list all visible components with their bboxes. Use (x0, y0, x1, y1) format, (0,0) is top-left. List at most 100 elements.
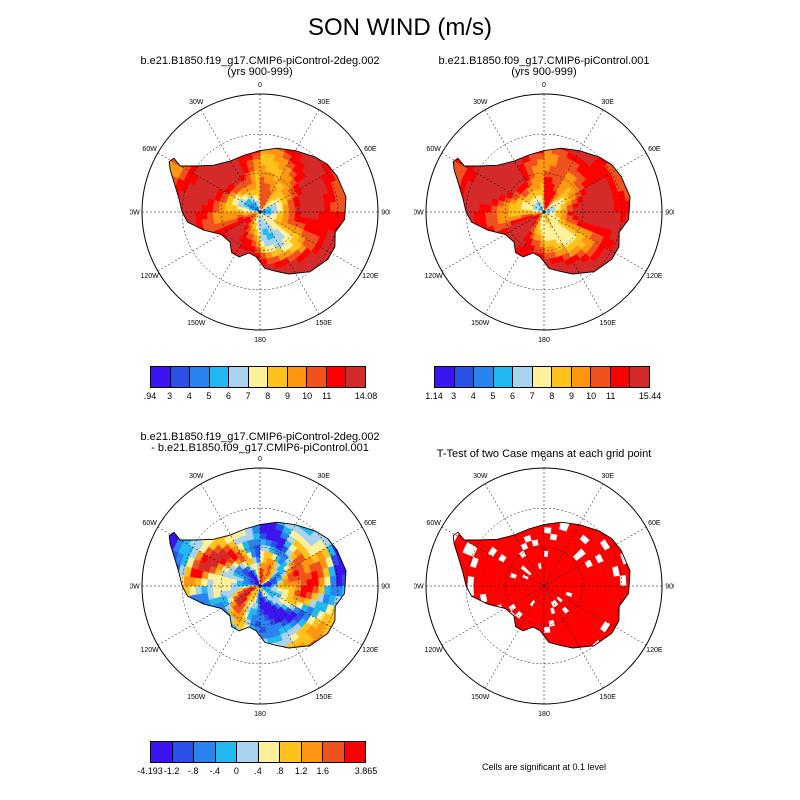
grid-cell (347, 610, 357, 624)
grid-cell (459, 646, 474, 648)
grid-cell (464, 148, 478, 155)
grid-cell (252, 152, 261, 160)
grid-cell (237, 260, 247, 270)
grid-cell (506, 619, 516, 629)
colorbar-swatch (493, 367, 514, 387)
grid-cell (216, 637, 228, 648)
grid-cell (497, 522, 509, 531)
grid-cell (230, 211, 237, 217)
grid-cell (476, 148, 491, 150)
grid-cell (552, 649, 562, 657)
grid-cell (477, 649, 490, 661)
grid-cell (544, 656, 554, 663)
longitude-label: 180 (538, 711, 550, 716)
grid-cell (573, 581, 580, 587)
grid-cell (536, 264, 545, 272)
grid-cell (188, 211, 196, 222)
grid-cell (317, 132, 330, 145)
longitude-label: 120W (140, 647, 159, 654)
grid-cell (438, 198, 445, 212)
grid-cell (503, 305, 518, 315)
grid-cell (510, 501, 522, 510)
grid-cell (236, 671, 249, 679)
grid-cell (472, 211, 480, 222)
grid-cell (623, 261, 631, 274)
grid-cell (539, 182, 545, 189)
grid-cell (160, 586, 167, 599)
grid-cell (359, 572, 366, 586)
grid-cell (284, 673, 298, 683)
grid-cell (564, 283, 576, 292)
grid-cell (516, 645, 528, 648)
grid-cell (310, 522, 323, 528)
grid-cell (518, 487, 532, 495)
grid-cell (260, 674, 272, 681)
grid-cell (508, 148, 520, 157)
grid-cell (631, 174, 641, 188)
grid-cell (493, 631, 505, 643)
grid-cell (562, 138, 573, 147)
grid-cell (336, 619, 347, 634)
longitude-label: 150W (471, 694, 490, 701)
grid-cell (236, 297, 249, 305)
grid-cell (623, 148, 631, 163)
grid-cell (631, 548, 641, 562)
grid-cell (330, 522, 345, 526)
grid-cell (453, 573, 457, 587)
longitude-label: 30E (317, 473, 330, 480)
grid-cell (573, 652, 585, 662)
grid-cell (277, 208, 284, 213)
longitude-label: 30E (601, 473, 614, 480)
grid-cell (213, 627, 225, 638)
grid-cell (439, 599, 447, 613)
grid-cell (543, 626, 551, 634)
grid-cell (618, 632, 631, 648)
grid-cell (321, 128, 335, 141)
grid-cell (239, 130, 250, 138)
grid-cell (594, 644, 607, 648)
grid-cell (357, 599, 365, 613)
grid-cell (252, 532, 261, 540)
grid-cell (185, 283, 199, 296)
grid-cell (336, 607, 346, 621)
grid-cell (334, 150, 347, 166)
grid-cell (260, 480, 274, 487)
grid-cell (252, 158, 261, 166)
grid-cell (556, 671, 569, 679)
grid-cell (524, 280, 535, 288)
grid-cell (189, 149, 202, 162)
grid-cell (260, 276, 269, 282)
grid-cell (453, 187, 459, 201)
grid-cell (543, 644, 553, 648)
grid-cell (573, 278, 585, 288)
grid-cell (478, 211, 486, 221)
colorbar-tick-label: -1.2 (163, 766, 180, 776)
grid-cell (169, 223, 175, 237)
grid-cell (317, 506, 330, 519)
grid-cell (543, 615, 549, 622)
grid-cell (481, 270, 494, 274)
grid-cell (532, 300, 544, 307)
grid-cell (526, 268, 537, 274)
grid-cell (200, 578, 208, 587)
grid-cell (260, 650, 269, 656)
grid-cell (154, 586, 161, 600)
grid-cell (217, 623, 228, 634)
grid-cell (184, 522, 198, 533)
panel-2-title-line1: b.e21.B1850.f09_g17.CMIP6-piControl.001 (438, 55, 650, 67)
grid-cell (590, 211, 598, 220)
grid-cell (294, 289, 307, 300)
grid-cell (169, 261, 181, 274)
grid-cell (492, 238, 503, 249)
grid-cell (189, 523, 202, 536)
grid-cell (459, 522, 474, 526)
grid-cell (543, 229, 548, 236)
grid-cell (594, 494, 609, 506)
grid-cell (511, 262, 522, 273)
grid-cell (582, 488, 597, 499)
grid-cell (524, 136, 535, 144)
grid-cell (272, 487, 286, 495)
grid-cell (161, 560, 169, 574)
grid-cell (632, 574, 639, 586)
grid-cell (515, 651, 526, 660)
